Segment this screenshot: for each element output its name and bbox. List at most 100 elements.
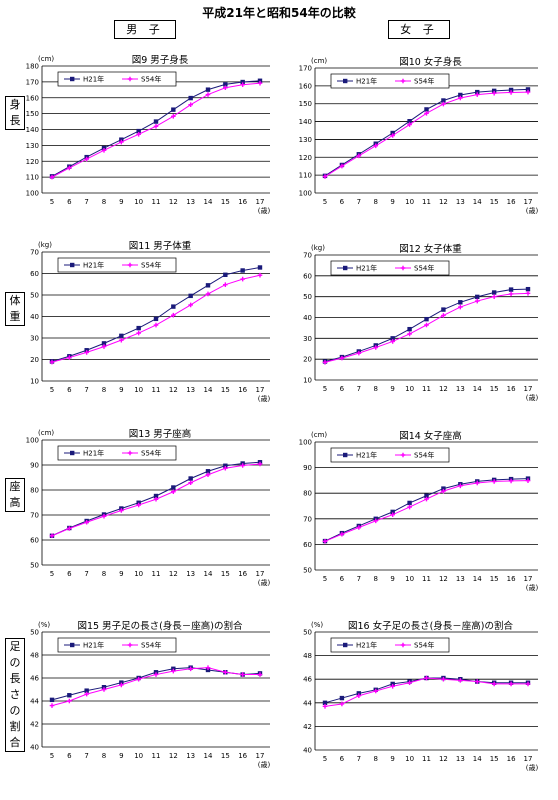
series-line	[324, 480, 529, 542]
data-point	[67, 526, 72, 531]
data-point	[424, 316, 429, 322]
data-point	[441, 486, 446, 491]
chart-title: 図9 男子身長	[132, 54, 189, 66]
x-tick-label: 5	[50, 386, 54, 394]
data-point	[171, 312, 176, 318]
data-point	[49, 359, 55, 365]
data-point	[153, 316, 159, 322]
legend-label: H21年	[356, 451, 377, 460]
y-unit-label: (cm)	[311, 431, 327, 439]
y-unit-label: (kg)	[311, 244, 325, 252]
x-tick-label: 5	[323, 198, 327, 206]
x-tick-label: 11	[422, 575, 431, 583]
data-point	[356, 691, 362, 696]
series-s54	[322, 291, 531, 365]
x-tick-label: 17	[524, 575, 533, 583]
x-tick-label: 12	[439, 575, 448, 583]
data-point	[223, 85, 228, 91]
data-point	[240, 79, 245, 85]
y-tick-label: 90	[30, 462, 39, 470]
x-tick-label: 10	[134, 198, 143, 206]
x-unit-label: (歳)	[526, 393, 539, 402]
data-point	[474, 92, 480, 97]
x-tick-label: 16	[507, 755, 516, 763]
data-point	[171, 114, 176, 119]
data-point	[525, 286, 531, 292]
y-tick-label: 46	[303, 676, 312, 684]
y-unit-label: (cm)	[38, 55, 54, 63]
x-tick-label: 16	[507, 198, 516, 206]
data-point	[390, 509, 395, 515]
chart-2: 図10 女子身長 (cm) 100 110 120 130 140 150 160 170 5 6 7 8…	[299, 56, 539, 215]
data-point	[339, 355, 345, 361]
y-tick-label: 120	[26, 158, 39, 166]
x-tick-label: 12	[169, 198, 178, 206]
x-tick-label: 5	[50, 752, 54, 760]
x-tick-label: 16	[238, 198, 247, 206]
side-label-leg-ratio: 足の長さの割合	[5, 638, 25, 752]
legend-marker	[127, 450, 133, 456]
y-tick-label: 30	[30, 335, 39, 343]
data-point	[373, 518, 379, 524]
y-tick-label: 60	[303, 541, 312, 549]
data-point	[339, 163, 345, 169]
x-tick-label: 14	[473, 755, 482, 763]
data-point	[119, 682, 124, 688]
legend-marker	[343, 642, 348, 648]
x-tick-label: 11	[422, 198, 431, 206]
series-s54	[49, 272, 263, 365]
x-tick-label: 12	[169, 752, 178, 760]
x-tick-label: 7	[84, 386, 88, 394]
data-point	[339, 695, 345, 701]
data-point	[171, 489, 176, 495]
data-point	[188, 302, 193, 308]
legend-marker	[70, 450, 75, 456]
legend-marker	[70, 642, 75, 648]
data-point	[49, 174, 55, 180]
data-point	[119, 137, 124, 142]
side-label-char: 合	[9, 736, 21, 749]
y-tick-label: 100	[26, 190, 39, 198]
x-tick-label: 8	[374, 575, 378, 583]
x-tick-label: 6	[340, 198, 345, 206]
data-point	[356, 350, 362, 356]
data-point	[240, 82, 245, 88]
x-tick-label: 8	[374, 198, 378, 206]
data-point	[390, 130, 395, 136]
data-point	[508, 287, 514, 292]
series-line	[324, 478, 529, 542]
data-point	[223, 463, 228, 468]
side-label-char: 体	[9, 294, 21, 307]
x-tick-label: 9	[390, 575, 394, 583]
data-point	[475, 89, 480, 95]
legend-marker	[400, 78, 406, 84]
legend-label: S54年	[141, 641, 161, 650]
y-tick-label: 100	[299, 190, 312, 198]
data-point	[171, 304, 176, 309]
y-tick-label: 60	[303, 272, 312, 280]
y-tick-label: 70	[303, 252, 312, 260]
series-line	[51, 82, 261, 178]
x-tick-label: 6	[340, 755, 345, 763]
y-tick-label: 46	[30, 675, 39, 683]
data-point	[223, 272, 228, 277]
x-tick-label: 14	[204, 570, 213, 578]
data-point	[153, 496, 159, 502]
side-label-height: 身長	[5, 96, 25, 130]
legend-label: H21年	[356, 264, 377, 273]
series-h21	[49, 265, 263, 364]
x-tick-label: 11	[152, 752, 161, 760]
data-point	[390, 133, 395, 138]
series-s54	[322, 478, 531, 544]
data-point	[153, 493, 159, 499]
x-tick-label: 15	[221, 752, 230, 760]
data-point	[491, 90, 497, 96]
x-unit-label: (歳)	[526, 206, 539, 215]
x-tick-label: 11	[152, 570, 161, 578]
x-tick-label: 10	[405, 385, 414, 393]
x-tick-label: 16	[507, 575, 516, 583]
data-point	[356, 525, 362, 530]
x-tick-label: 8	[374, 755, 378, 763]
data-point	[322, 359, 328, 365]
x-tick-label: 9	[119, 198, 123, 206]
